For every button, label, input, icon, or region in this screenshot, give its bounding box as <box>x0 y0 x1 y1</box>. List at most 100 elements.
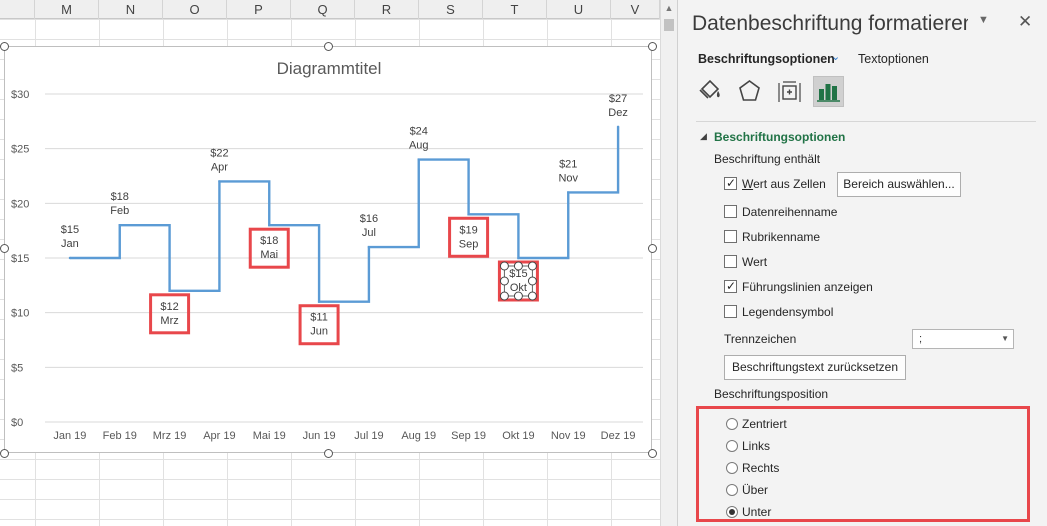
checkbox-value[interactable] <box>724 255 737 268</box>
radio-right[interactable] <box>726 462 738 474</box>
checkbox-show-leader-lines[interactable]: ✓ <box>724 279 737 293</box>
data-label-jul[interactable]: $16 Jul <box>360 213 378 239</box>
step-line-chart[interactable]: Diagrammtitel $30 $25 $20 $15 $10 $5 $0 Jan 19 Fe… <box>5 47 653 454</box>
tab-text-options[interactable]: Textoptionen <box>858 52 929 66</box>
data-label-aug[interactable]: $24 Aug <box>409 126 429 152</box>
label-selection-handle[interactable] <box>513 291 523 301</box>
checkbox-category-name[interactable] <box>724 230 737 243</box>
data-label-value: $15 <box>509 268 527 280</box>
data-point <box>567 191 570 194</box>
column-header-v[interactable]: V <box>611 0 660 19</box>
column-header-partial[interactable] <box>0 0 35 19</box>
data-label-month: Dez <box>608 107 628 119</box>
chart-resize-handle-tl[interactable] <box>0 42 9 51</box>
y-tick-label: $0 <box>11 417 23 429</box>
chart-resize-handle-right[interactable] <box>648 244 657 253</box>
select-range-button[interactable]: Bereich auswählen... <box>837 172 961 197</box>
radio-left[interactable] <box>726 440 738 452</box>
chart-resize-handle-br[interactable] <box>648 449 657 458</box>
x-tick-label: Dez 19 <box>601 430 636 442</box>
x-tick-label: Apr 19 <box>203 430 235 442</box>
close-icon[interactable]: ✕ <box>1018 12 1033 31</box>
column-header-n[interactable]: N <box>99 0 163 19</box>
tab-label-options[interactable]: Beschriftungsoptionen <box>698 52 835 66</box>
section-label-options[interactable]: Beschriftungsoptionen <box>714 130 846 144</box>
data-label-month: Jun <box>310 326 328 338</box>
x-tick-label: Jul 19 <box>354 430 383 442</box>
vertical-scrollbar[interactable]: ▲ <box>660 0 677 526</box>
column-header-o[interactable]: O <box>163 0 227 19</box>
chart-resize-handle-left[interactable] <box>0 244 9 253</box>
checkbox-series-name[interactable] <box>724 205 737 218</box>
label-selection-handle[interactable] <box>499 276 509 286</box>
data-point <box>68 256 72 260</box>
label-selection-handle[interactable] <box>527 261 537 271</box>
label-highlight-box <box>448 216 490 258</box>
data-label-dez[interactable]: $27 Dez <box>608 93 628 119</box>
label-selection-handle[interactable] <box>527 276 537 286</box>
data-label-mai[interactable]: $18 Mai <box>248 227 290 269</box>
radio-selected-dot <box>729 509 735 515</box>
data-label-value: $18 <box>260 235 278 247</box>
data-label-okt[interactable]: $15 Okt <box>497 260 539 302</box>
scroll-thumb[interactable] <box>664 19 674 31</box>
column-header-p[interactable]: P <box>227 0 291 19</box>
chart-title[interactable]: Diagrammtitel <box>277 59 382 78</box>
label-selection-handle[interactable] <box>499 261 509 271</box>
column-header-t[interactable]: T <box>483 0 547 19</box>
data-label-value: $11 <box>310 312 328 324</box>
label-selection-handle[interactable] <box>499 291 509 301</box>
scroll-up-icon[interactable]: ▲ <box>664 3 674 13</box>
column-headers: M N O P Q R S T U V <box>0 0 660 19</box>
data-label-apr[interactable]: $22 Apr <box>210 147 228 173</box>
dropdown-arrow-icon: ▼ <box>1001 334 1009 343</box>
data-label-jan[interactable]: $15 Jan <box>61 224 79 250</box>
series-line[interactable] <box>69 126 620 303</box>
data-point <box>417 158 420 161</box>
label-selection-handle[interactable] <box>513 261 523 271</box>
data-label-value: $24 <box>410 126 428 138</box>
data-label-nov[interactable]: $21 Nov <box>558 158 578 184</box>
column-header-m[interactable]: M <box>35 0 99 19</box>
bar-chart-icon[interactable] <box>813 76 844 107</box>
chart-resize-handle-tr[interactable] <box>648 42 657 51</box>
data-label-sep[interactable]: $19 Sep <box>448 216 490 258</box>
x-tick-label: Mai 19 <box>253 430 286 442</box>
separator-dropdown[interactable]: ; ▼ <box>912 329 1014 349</box>
data-label-jun[interactable]: $11 Jun <box>298 304 340 346</box>
size-properties-icon[interactable] <box>774 76 805 107</box>
data-label-mrz[interactable]: $12 Mrz <box>149 293 191 335</box>
y-tick-label: $30 <box>11 89 29 101</box>
effects-pentagon-icon[interactable] <box>734 76 765 107</box>
collapse-triangle-icon[interactable]: ◢ <box>700 131 707 141</box>
x-tick-label: Okt 19 <box>502 430 534 442</box>
chart-area[interactable]: Diagrammtitel $30 $25 $20 $15 $10 $5 $0 Jan 19 Fe… <box>4 46 652 453</box>
chart-resize-handle-bottom[interactable] <box>324 449 333 458</box>
reset-label-text-button[interactable]: Beschriftungstext zurücksetzen <box>724 355 906 380</box>
label-selection-handle[interactable] <box>527 291 537 301</box>
data-label-month: Aug <box>409 140 429 152</box>
data-label-value: $21 <box>559 158 577 170</box>
column-header-s[interactable]: S <box>419 0 483 19</box>
data-label-value: $27 <box>609 93 627 105</box>
spreadsheet-area[interactable]: M N O P Q R S T U V Diagrammtitel $30 $25 $… <box>0 0 660 526</box>
column-header-q[interactable]: Q <box>291 0 355 19</box>
radio-label-right: Rechts <box>742 461 780 475</box>
y-tick-label: $5 <box>11 362 23 374</box>
divider <box>696 121 1036 122</box>
pane-options-caret-icon[interactable]: ▼ <box>978 14 989 26</box>
checkbox-legend-key[interactable] <box>724 305 737 318</box>
chevron-down-icon[interactable]: ⌄ <box>831 51 841 63</box>
radio-below[interactable] <box>726 506 738 518</box>
checkbox-value-from-cells[interactable]: ✓ <box>724 176 737 190</box>
y-tick-label: $15 <box>11 253 29 265</box>
fill-line-icon[interactable] <box>694 76 725 107</box>
radio-center[interactable] <box>726 418 738 430</box>
column-header-r[interactable]: R <box>355 0 419 19</box>
data-label-feb[interactable]: $18 Feb <box>110 191 129 217</box>
label-highlight-box <box>298 304 340 346</box>
radio-above[interactable] <box>726 484 738 496</box>
column-header-u[interactable]: U <box>547 0 611 19</box>
chart-resize-handle-bl[interactable] <box>0 449 9 458</box>
chart-resize-handle-top[interactable] <box>324 42 333 51</box>
